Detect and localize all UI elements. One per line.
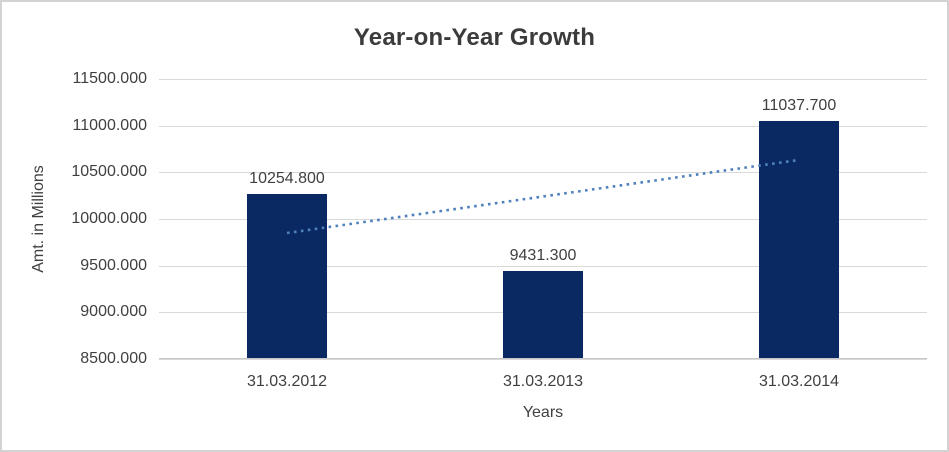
trendline-path (286, 158, 800, 235)
gridline (159, 266, 927, 267)
gridline (159, 126, 927, 127)
y-tick-label: 10500.000 (71, 163, 147, 181)
y-tick-label: 9500.000 (80, 256, 147, 274)
x-tick-label: 31.03.2013 (502, 373, 584, 390)
data-label: 10254.800 (249, 170, 325, 187)
bar-31.03.2013 (503, 271, 583, 358)
y-tick-label: 9000.000 (80, 303, 147, 321)
bar-31.03.2014 (759, 121, 839, 358)
x-tick-label: 31.03.2014 (758, 373, 840, 390)
chart-title: Year-on-Year Growth (353, 24, 596, 51)
bar-31.03.2012 (247, 194, 327, 358)
data-label: 9431.300 (509, 247, 577, 264)
x-tick-label: 31.03.2012 (246, 373, 328, 390)
gridline (159, 79, 927, 80)
x-axis-title: Years (522, 404, 564, 421)
gridline (159, 359, 927, 360)
y-tick-label: 11500.000 (72, 70, 147, 87)
plot-area: 10254.800 9431.300 11037.700 (159, 79, 927, 360)
y-tick-label: 8500.000 (80, 350, 147, 367)
data-label: 11037.700 (761, 97, 837, 114)
y-tick-label: 11000.000 (72, 116, 147, 134)
y-tick-label: 10000.000 (71, 210, 147, 227)
